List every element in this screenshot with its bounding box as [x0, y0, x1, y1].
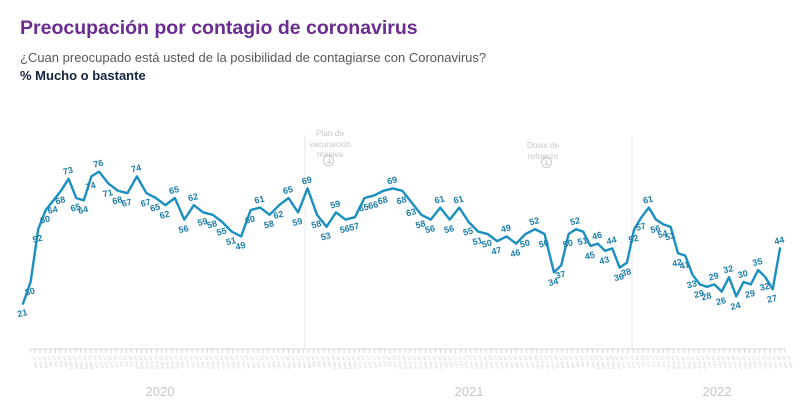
svg-text:59: 59 [291, 216, 303, 228]
svg-text:32: 32 [722, 263, 734, 275]
svg-text:73: 73 [62, 165, 74, 177]
svg-text:24: 24 [730, 300, 742, 312]
svg-text:61: 61 [642, 194, 654, 206]
svg-text:62: 62 [187, 191, 199, 203]
svg-text:30: 30 [24, 286, 36, 298]
svg-text:68: 68 [54, 194, 66, 206]
svg-text:56: 56 [443, 223, 455, 235]
svg-text:55: 55 [215, 226, 227, 238]
svg-text:69: 69 [386, 174, 398, 186]
svg-text:43: 43 [598, 254, 610, 266]
svg-text:62: 62 [272, 209, 284, 221]
svg-text:21: 21 [16, 307, 28, 319]
svg-text:64: 64 [77, 204, 89, 216]
svg-text:41: 41 [678, 259, 690, 271]
svg-text:29: 29 [708, 270, 720, 282]
svg-text:58: 58 [263, 218, 275, 230]
svg-text:65: 65 [168, 184, 180, 196]
svg-text:53: 53 [320, 230, 332, 242]
svg-text:61: 61 [253, 194, 265, 206]
svg-text:61: 61 [433, 194, 445, 206]
svg-text:65: 65 [282, 184, 294, 196]
svg-text:35: 35 [751, 256, 763, 268]
svg-text:76: 76 [92, 158, 104, 170]
svg-text:56: 56 [424, 223, 436, 235]
svg-text:44: 44 [606, 234, 618, 246]
svg-text:50: 50 [562, 238, 574, 250]
svg-text:50: 50 [519, 238, 531, 250]
svg-text:68: 68 [377, 194, 389, 206]
svg-text:62: 62 [159, 209, 171, 221]
svg-text:52: 52 [528, 215, 540, 227]
svg-text:56: 56 [178, 223, 190, 235]
svg-text:61: 61 [452, 194, 464, 206]
svg-text:47: 47 [490, 245, 502, 257]
svg-text:26: 26 [715, 295, 727, 307]
svg-text:55: 55 [462, 226, 474, 238]
svg-text:44: 44 [773, 234, 785, 246]
svg-text:74: 74 [130, 162, 142, 174]
svg-text:60: 60 [244, 214, 256, 226]
svg-text:59: 59 [329, 198, 341, 210]
svg-text:27: 27 [766, 293, 778, 305]
svg-text:57: 57 [348, 221, 360, 233]
svg-text:29: 29 [744, 288, 756, 300]
svg-text:46: 46 [509, 247, 521, 259]
svg-text:49: 49 [500, 222, 512, 234]
svg-text:38: 38 [620, 266, 632, 278]
svg-text:69: 69 [301, 174, 313, 186]
svg-text:46: 46 [591, 230, 603, 242]
svg-text:45: 45 [584, 250, 596, 262]
svg-text:52: 52 [569, 215, 581, 227]
svg-text:28: 28 [700, 290, 712, 302]
svg-text:52: 52 [31, 233, 43, 245]
svg-text:74: 74 [85, 180, 97, 192]
svg-text:57: 57 [635, 221, 647, 233]
svg-text:37: 37 [555, 269, 567, 281]
svg-text:67: 67 [121, 197, 133, 209]
svg-text:30: 30 [737, 268, 749, 280]
svg-text:52: 52 [627, 233, 639, 245]
svg-text:49: 49 [234, 240, 246, 252]
